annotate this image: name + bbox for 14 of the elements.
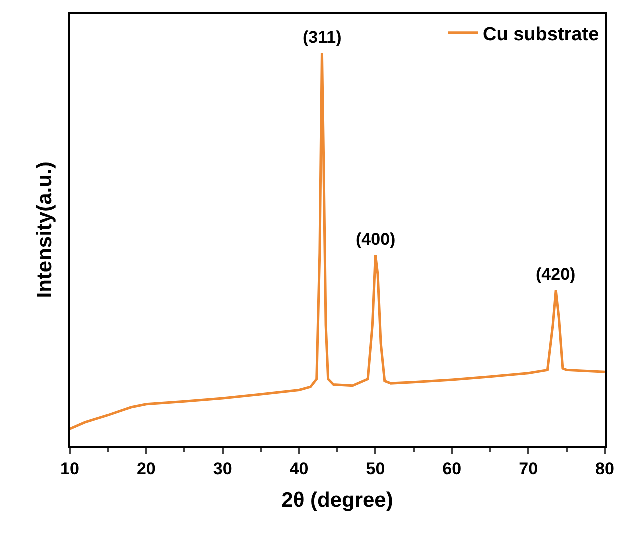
x-tick-label: 30 [213,459,232,478]
x-tick-label: 70 [519,459,538,478]
x-tick-label: 80 [596,459,614,478]
annotation: (311) [303,28,342,47]
annotation: (400) [356,230,396,249]
x-tick-label: 20 [136,459,156,478]
x-axis-title: 2θ (degree) [282,489,394,512]
legend-label: Cu substrate [483,24,600,46]
x-tick-label: 40 [290,459,309,478]
x-tick-label: 60 [442,459,462,478]
annotation: (420) [536,265,576,284]
x-tick-label: 50 [366,459,386,478]
x-tick-label: 10 [60,459,80,478]
y-axis-title: Intensity(a.u.) [34,162,57,298]
